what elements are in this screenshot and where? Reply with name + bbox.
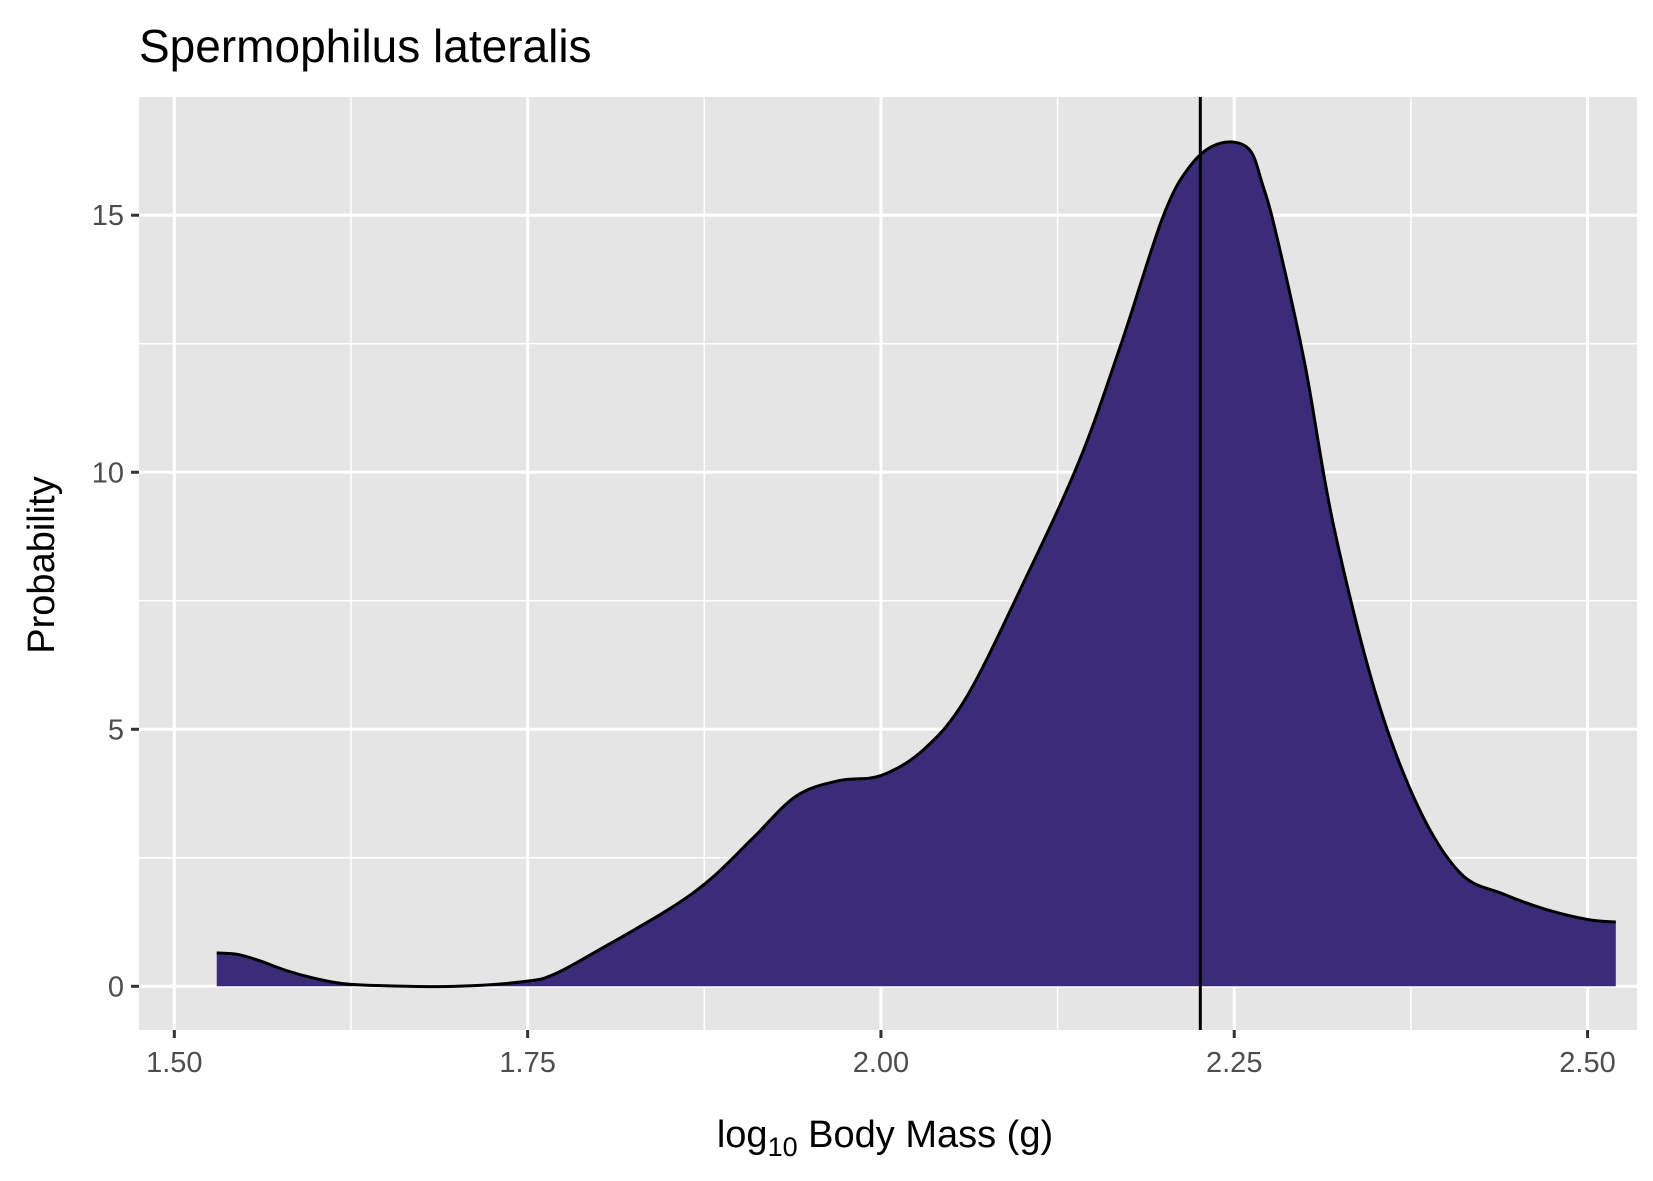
density-outline xyxy=(216,140,1616,989)
x-tick-label: 2.00 xyxy=(853,1047,909,1079)
x-tick-label: 2.50 xyxy=(1559,1047,1615,1079)
chart-title: Spermophilus lateralis xyxy=(139,20,592,72)
density-series xyxy=(216,140,1616,989)
x-tick-label: 1.50 xyxy=(146,1047,202,1079)
x-axis-title: log10 Body Mass (g) xyxy=(717,1114,1053,1162)
x-tick-label: 2.25 xyxy=(1206,1047,1262,1079)
x-axis-title-subscript: 10 xyxy=(768,1132,798,1162)
y-tick-label: 10 xyxy=(92,457,124,489)
x-axis-title-suffix: Body Mass (g) xyxy=(798,1114,1054,1156)
y-axis: 0 5 10 15 xyxy=(92,200,139,1003)
y-tick-label: 15 xyxy=(92,200,124,232)
x-axis: 1.50 1.75 2.00 2.25 2.50 xyxy=(146,1030,1616,1079)
x-axis-title-prefix: log xyxy=(717,1114,768,1156)
density-area xyxy=(216,141,1616,987)
y-tick-label: 5 xyxy=(108,714,124,746)
y-axis-title: Probability xyxy=(21,476,63,653)
y-tick-label: 0 xyxy=(108,971,124,1003)
x-tick-label: 1.75 xyxy=(499,1047,555,1079)
